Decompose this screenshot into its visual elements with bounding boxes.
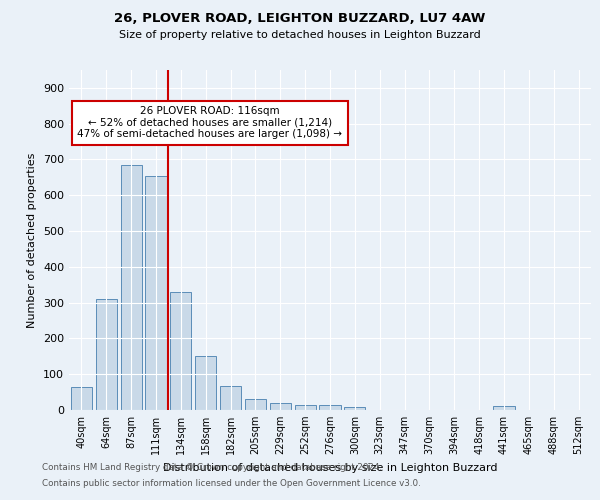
Bar	[319, 406, 341, 410]
Bar	[170, 292, 191, 410]
Bar	[245, 398, 266, 410]
Y-axis label: Number of detached properties: Number of detached properties	[28, 152, 37, 328]
Bar	[71, 386, 92, 410]
Bar	[195, 356, 216, 410]
Text: 26 PLOVER ROAD: 116sqm
← 52% of detached houses are smaller (1,214)
47% of semi-: 26 PLOVER ROAD: 116sqm ← 52% of detached…	[77, 106, 343, 140]
Text: Contains public sector information licensed under the Open Government Licence v3: Contains public sector information licen…	[42, 478, 421, 488]
Bar	[220, 386, 241, 410]
X-axis label: Distribution of detached houses by size in Leighton Buzzard: Distribution of detached houses by size …	[163, 462, 497, 472]
Text: Contains HM Land Registry data © Crown copyright and database right 2024.: Contains HM Land Registry data © Crown c…	[42, 464, 382, 472]
Text: 26, PLOVER ROAD, LEIGHTON BUZZARD, LU7 4AW: 26, PLOVER ROAD, LEIGHTON BUZZARD, LU7 4…	[115, 12, 485, 26]
Bar	[121, 165, 142, 410]
Bar	[493, 406, 515, 410]
Bar	[145, 176, 167, 410]
Text: Size of property relative to detached houses in Leighton Buzzard: Size of property relative to detached ho…	[119, 30, 481, 40]
Bar	[295, 406, 316, 410]
Bar	[96, 299, 117, 410]
Bar	[344, 407, 365, 410]
Bar	[270, 403, 291, 410]
